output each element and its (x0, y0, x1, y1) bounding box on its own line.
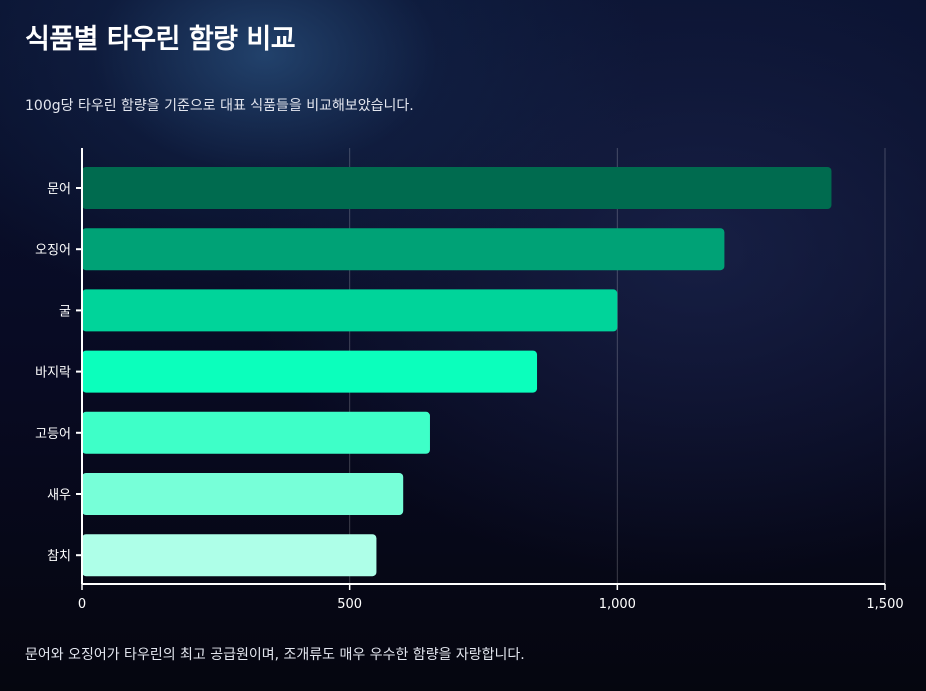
y-tick-label: 굴 (59, 304, 71, 319)
x-tick-label: 1,500 (866, 597, 903, 612)
bar-6 (82, 534, 377, 577)
bar-4 (82, 411, 430, 454)
y-tick-label: 새우 (47, 488, 71, 503)
y-tick-label: 참치 (47, 549, 71, 564)
chart-title: 식품별 타우린 함량 비교 (25, 24, 296, 55)
x-tick-label: 1,000 (599, 597, 636, 612)
y-tick-label: 바지락 (35, 366, 71, 381)
y-tick-label: 고등어 (35, 427, 71, 442)
x-tick-label: 500 (337, 597, 362, 612)
bar-2 (82, 289, 618, 332)
chart-footnote: 문어와 오징어가 타우린의 최고 공급원이며, 조개류도 매우 우수한 함량을 … (25, 647, 525, 663)
y-tick-label: 문어 (47, 182, 71, 197)
bar-5 (82, 473, 404, 515)
bar-0 (82, 167, 832, 209)
x-tick-label: 0 (78, 597, 86, 612)
bars (82, 167, 832, 577)
bar-3 (82, 350, 538, 393)
y-tick-label: 오징어 (35, 243, 71, 258)
bar-1 (82, 228, 725, 271)
chart-subtitle: 100g당 타우린 함량을 기준으로 대표 식품들을 비교해보았습니다. (25, 98, 414, 114)
